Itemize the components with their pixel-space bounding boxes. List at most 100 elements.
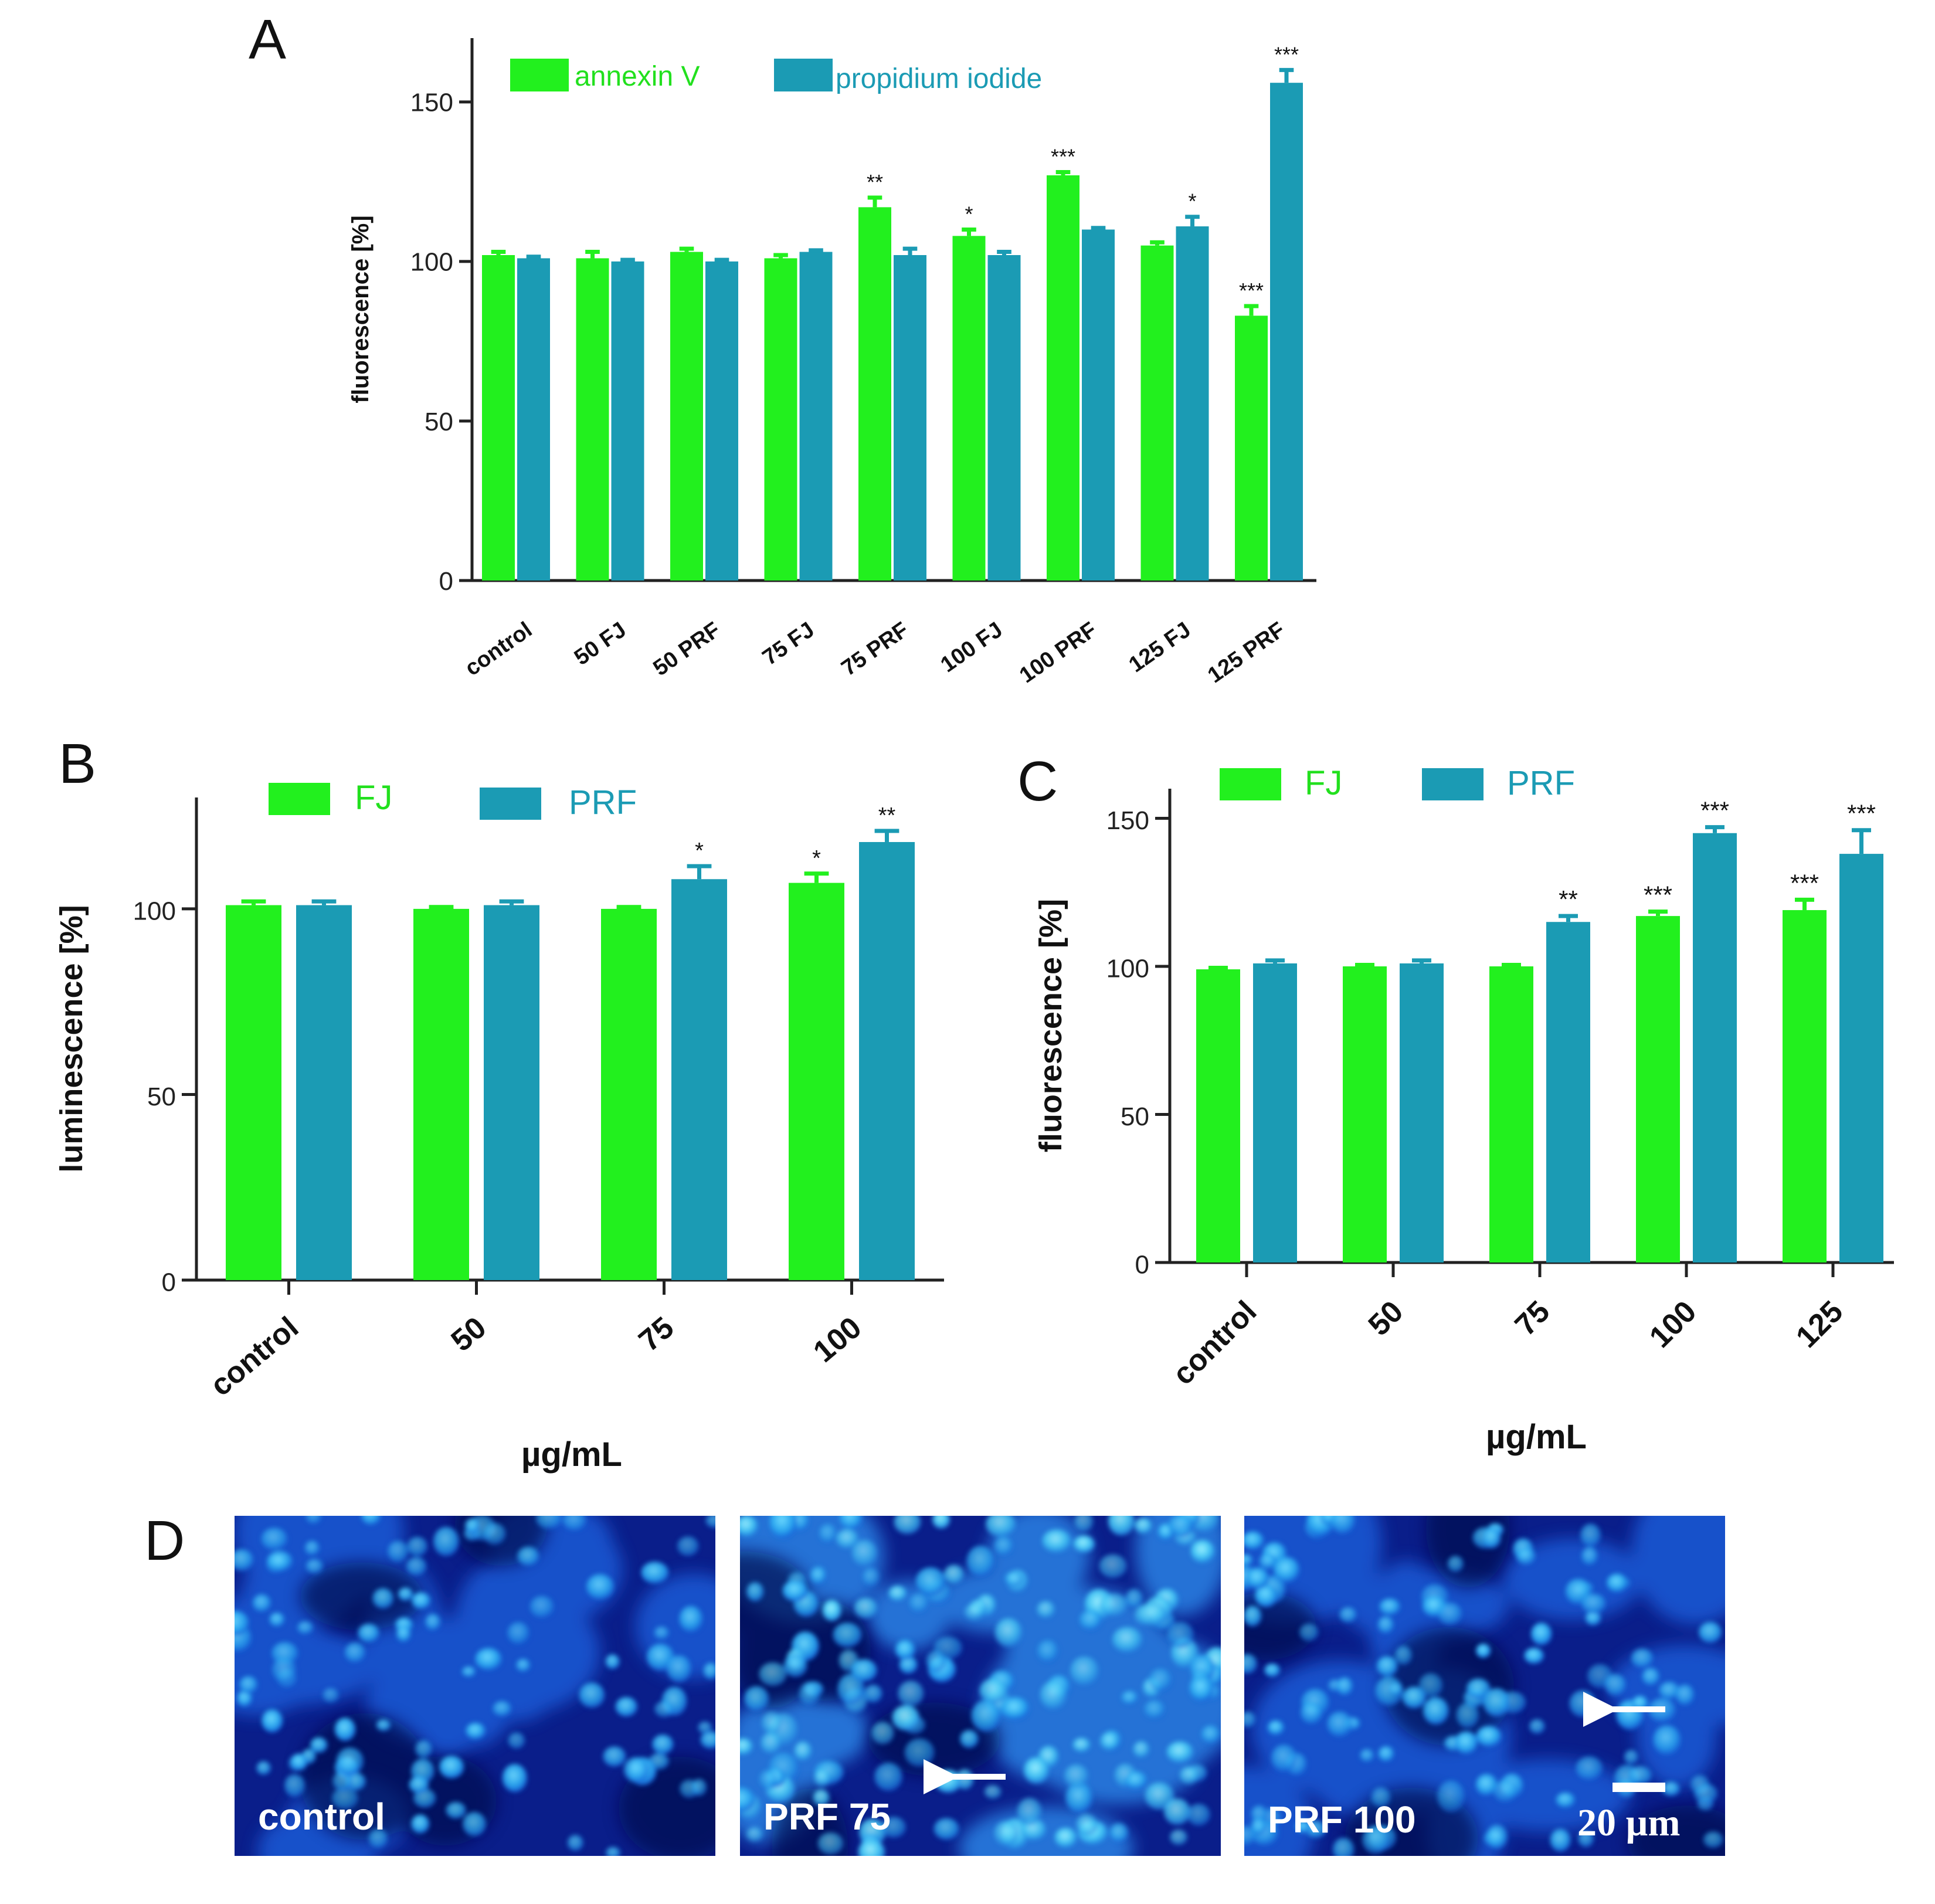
panel-label-b: B	[59, 732, 96, 795]
cell-nucleus	[1245, 1567, 1269, 1589]
cell-nucleus	[677, 1536, 699, 1556]
chart-a-x-tick-label: 75 PRF	[837, 617, 914, 681]
cell-nucleus	[1388, 1682, 1403, 1696]
chart-a-bar	[952, 236, 986, 581]
cell-nucleus	[1295, 1820, 1311, 1834]
cell-nucleus	[413, 1788, 436, 1808]
chart-a-x-tick-label: control	[461, 617, 537, 681]
cell-nucleus	[562, 1516, 587, 1531]
cell-nucleus	[433, 1526, 459, 1556]
cell-nucleus	[310, 1737, 328, 1753]
cell-nucleus	[888, 1585, 907, 1601]
cell-nucleus	[858, 1839, 885, 1856]
cell-nucleus	[1121, 1690, 1138, 1705]
cell-nucleus	[705, 1516, 715, 1528]
cell-nucleus	[1305, 1820, 1327, 1838]
cell-nucleus	[1376, 1656, 1398, 1677]
cell-nucleus	[740, 1787, 755, 1812]
cell-nucleus	[1658, 1681, 1680, 1700]
cell-nucleus	[744, 1686, 769, 1712]
cell-nucleus	[1112, 1627, 1143, 1653]
cell-nucleus	[746, 1827, 763, 1842]
chart-a-bar	[894, 255, 926, 581]
cell-nucleus	[322, 1688, 340, 1703]
cell-nucleus	[1149, 1668, 1172, 1692]
cell-nucleus	[1486, 1824, 1508, 1849]
chart-a-bar	[1140, 245, 1174, 581]
cell-nucleus	[603, 1746, 626, 1767]
cell-nucleus	[623, 1757, 649, 1783]
chart-a-significance: **	[867, 170, 883, 194]
chart-c-x-tick-label: 75	[1509, 1294, 1557, 1342]
cell-nucleus	[515, 1658, 531, 1672]
cell-nucleus	[1524, 1647, 1544, 1664]
chart-b-bar	[859, 841, 915, 1280]
cell-nucleus	[1483, 1688, 1510, 1717]
cell-nucleus	[652, 1734, 674, 1754]
cell-nucleus	[502, 1764, 527, 1793]
cell-nucleus	[1585, 1610, 1601, 1626]
chart-c-y-tick-label: 150	[1106, 806, 1149, 835]
chart-c-y-tick-label: 50	[1121, 1102, 1149, 1131]
cell-nucleus	[1675, 1684, 1695, 1706]
cell-nucleus	[932, 1516, 950, 1529]
chart-a-bar	[1047, 175, 1079, 581]
chart-a-x-tick-label: 100 FJ	[936, 617, 1007, 677]
cell-nucleus	[1332, 1837, 1354, 1856]
chart-a-legend-label: propidium iodide	[836, 63, 1042, 94]
chart-a-x-tick-label: 50 PRF	[649, 617, 725, 681]
chart-a-bar	[670, 252, 703, 581]
cell-nucleus	[1580, 1523, 1601, 1547]
cell-nucleus	[1604, 1674, 1627, 1696]
chart-b-legend-label: PRF	[569, 783, 637, 822]
chart-b-significance: *	[812, 846, 821, 871]
cell-nucleus	[1330, 1516, 1356, 1534]
cell-nucleus	[290, 1753, 308, 1771]
cell-nucleus	[464, 1518, 480, 1534]
cell-nucleus	[344, 1642, 366, 1663]
cell-nucleus	[943, 1564, 964, 1584]
chart-c-x-tick-label: 125	[1790, 1294, 1849, 1354]
cell-nucleus	[1529, 1719, 1545, 1734]
micrograph-panel: control PRF 75 PRF 100 20 µm	[235, 1516, 1725, 1856]
chart-a-bar	[517, 258, 550, 581]
chart-c-significance: ***	[1847, 800, 1876, 827]
cell-nucleus	[439, 1756, 464, 1779]
cell-nucleus	[305, 1559, 324, 1574]
chart-b-legend-label: FJ	[355, 779, 392, 817]
chart-c: 0 50 100 150 fluorescence [%] control 50 ** 75 **…	[1033, 764, 1894, 1391]
cell-nucleus	[1163, 1798, 1191, 1825]
cell-nucleus	[361, 1516, 381, 1526]
cell-nucleus	[1004, 1571, 1023, 1587]
chart-c-bar	[1636, 916, 1680, 1262]
cell-nucleus	[935, 1770, 962, 1793]
cell-nucleus	[1466, 1678, 1491, 1699]
cell-nucleus	[1475, 1773, 1498, 1796]
panel-label-d: D	[144, 1509, 185, 1572]
cell-nucleus	[1530, 1623, 1552, 1645]
cell-nucleus	[1423, 1697, 1449, 1725]
chart-a-bar	[705, 261, 738, 581]
cell-nucleus	[1099, 1593, 1128, 1617]
cell-nucleus	[376, 1719, 391, 1732]
cell-nucleus	[372, 1588, 394, 1609]
cell-nucleus	[1264, 1663, 1281, 1677]
cell-nucleus	[1244, 1553, 1253, 1567]
cell-nucleus	[409, 1776, 429, 1794]
cell-nucleus	[1190, 1539, 1215, 1563]
chart-b-bar	[484, 905, 539, 1280]
cell-nucleus	[271, 1657, 297, 1684]
chart-b-x-tick-label: 50	[445, 1311, 493, 1359]
cell-nucleus	[1073, 1535, 1095, 1553]
cell-nucleus	[1642, 1668, 1660, 1686]
cell-nucleus	[1662, 1781, 1681, 1796]
cell-nucleus	[1144, 1700, 1166, 1719]
cell-nucleus	[819, 1523, 837, 1544]
chart-a-y-tick-label: 0	[439, 567, 453, 596]
chart-a-bar	[1082, 229, 1115, 581]
cell-nucleus	[1300, 1701, 1323, 1725]
cell-nucleus	[761, 1712, 782, 1735]
cell-nucleus	[1482, 1528, 1502, 1549]
cell-nucleus	[799, 1681, 820, 1706]
cell-nucleus	[517, 1546, 539, 1566]
